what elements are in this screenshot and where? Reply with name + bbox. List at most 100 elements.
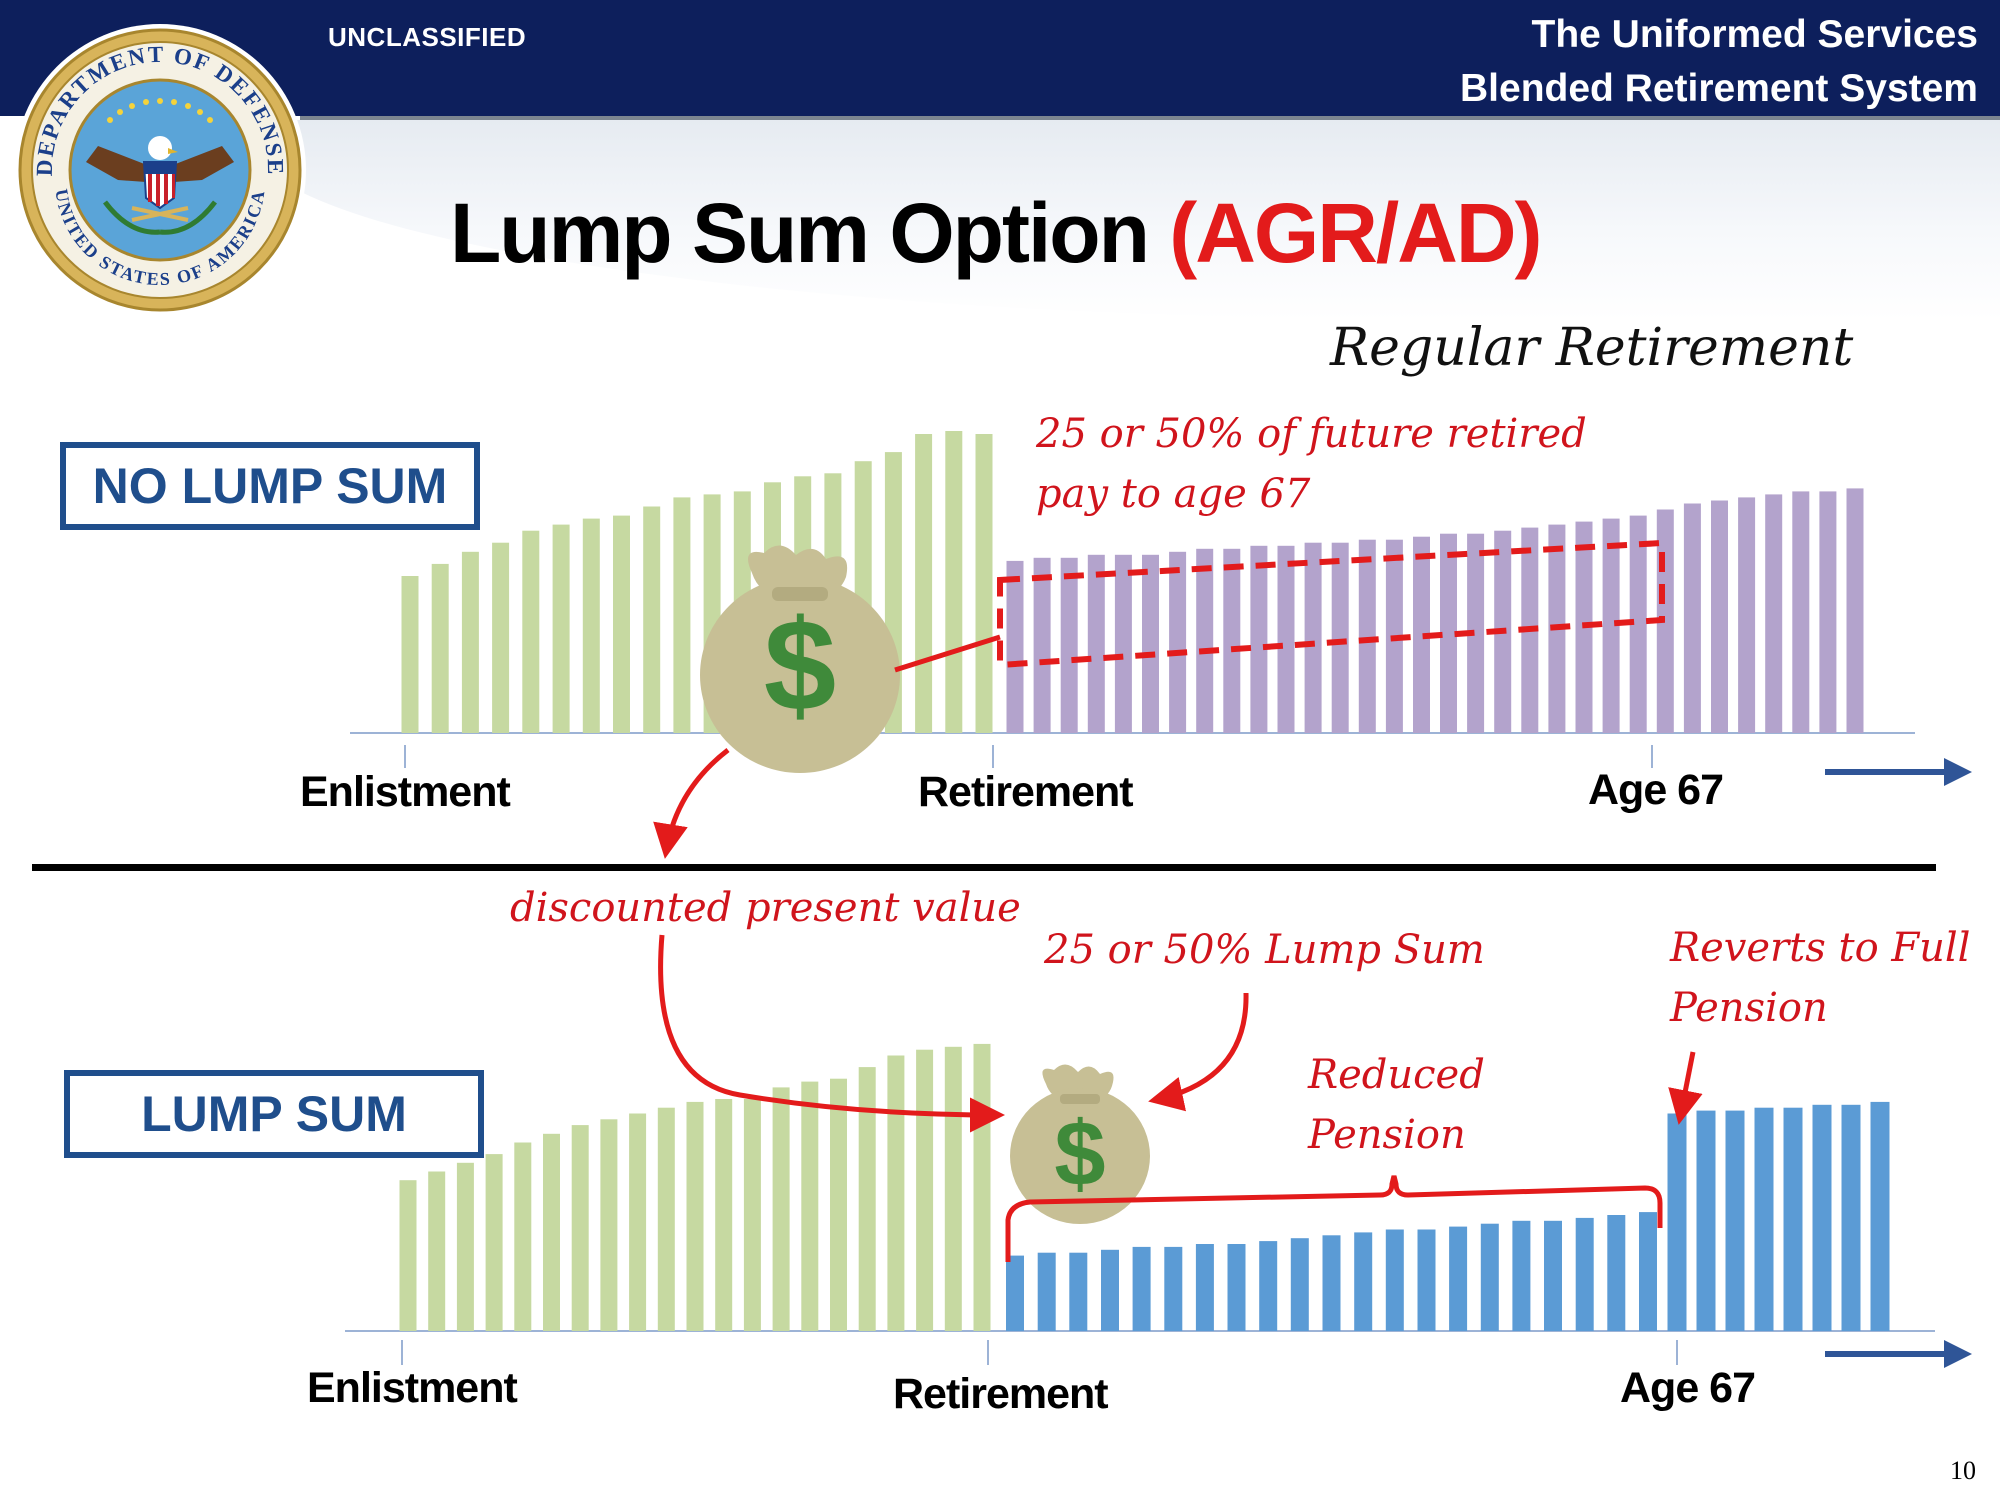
retired-pay-bar <box>1033 557 1051 733</box>
bottom-label-age67: Age 67 <box>1620 1364 1756 1412</box>
lump-sum-label: LUMP SUM <box>64 1070 484 1158</box>
lump-to-bag-arrow <box>1148 992 1249 1112</box>
service-bar <box>582 518 600 733</box>
future-pay-annotation: 25 or 50% of future retired pay to age 6… <box>1036 404 1587 524</box>
service-bar <box>915 434 933 733</box>
dpv-to-bag-arrow <box>658 934 1005 1133</box>
bottom-label-enlistment: Enlistment <box>307 1364 518 1412</box>
retired-pay-bar <box>1413 536 1430 733</box>
bottom-label-retirement: Retirement <box>893 1370 1109 1418</box>
reduced-pension-bar <box>1069 1252 1088 1331</box>
no-lump-sum-label: NO LUMP SUM <box>60 442 480 530</box>
full-pension-bar <box>1667 1113 1687 1331</box>
retired-pay-bar <box>1196 548 1214 733</box>
service-bar <box>830 1078 847 1331</box>
reverts-arrow <box>1668 1051 1703 1125</box>
reduced-pension-bar <box>1006 1255 1024 1331</box>
service-bar <box>543 1133 560 1331</box>
service-bar <box>686 1101 704 1331</box>
full-pension-bar <box>1754 1107 1774 1331</box>
service-bar <box>600 1119 618 1331</box>
money-bag-icon <box>700 545 900 773</box>
top-label-retirement: Retirement <box>918 768 1134 816</box>
service-bar <box>643 506 661 733</box>
system-title: The Uniformed Services Blended Retiremen… <box>1460 8 1978 116</box>
retired-pay-bar <box>1277 545 1295 733</box>
reduced-pension-bar <box>1132 1246 1151 1331</box>
system-title-line2: Blended Retirement System <box>1460 67 1978 110</box>
header-stripe <box>300 116 2000 122</box>
reduced-pension-annotation: Reduced Pension <box>1308 1045 1485 1165</box>
service-bar <box>461 551 479 733</box>
reduced-pension-bar <box>1639 1212 1657 1331</box>
money-bag-icon <box>1010 1064 1150 1224</box>
retired-pay-bar <box>1738 497 1756 733</box>
service-bar <box>428 1171 446 1331</box>
reverts-line1: Reverts to Full <box>1670 925 1971 971</box>
reduced-pension-bar <box>1290 1238 1309 1331</box>
slide-subtitle: Regular Retirement <box>1330 318 1854 378</box>
reduced-pension-bar <box>1575 1217 1594 1331</box>
retired-pay-bar <box>1792 491 1810 733</box>
retired-pay-bar <box>1467 533 1485 733</box>
reduced-pension-bar <box>1449 1226 1468 1331</box>
reduced-pension-bracket <box>1005 1175 1663 1262</box>
reverts-annotation: Reverts to Full Pension <box>1670 918 1970 1038</box>
service-bar <box>673 497 691 733</box>
bag-connector-line <box>894 634 1001 673</box>
service-bar <box>514 1142 532 1331</box>
full-pension-bar <box>1783 1107 1803 1331</box>
retired-pay-bar <box>1304 542 1322 733</box>
system-title-line1: The Uniformed Services <box>1531 13 1978 56</box>
retired-pay-bar <box>1440 533 1457 733</box>
reduced-pension-bar <box>1037 1252 1056 1331</box>
reduced-pension-bar <box>1607 1215 1626 1331</box>
service-bar <box>657 1107 675 1331</box>
retired-pay-bar <box>1250 545 1268 733</box>
service-bar <box>552 524 570 733</box>
retired-pay-bar <box>1114 554 1132 733</box>
future-pay-highlight <box>997 539 1665 669</box>
retired-pay-bar <box>1223 548 1241 733</box>
service-bar <box>944 1046 962 1331</box>
reduced-pension-bar <box>1480 1223 1499 1331</box>
arrows-icon <box>131 206 189 222</box>
lump-sum-annotation: 25 or 50% Lump Sum <box>1044 927 1485 973</box>
retired-pay-bar <box>1358 539 1376 733</box>
service-bar <box>456 1162 474 1331</box>
retired-pay-bar <box>1006 560 1024 733</box>
slide-title: Lump Sum Option (AGR/AD) <box>450 185 1543 282</box>
reduced-pension-line1: Reduced <box>1308 1052 1485 1098</box>
future-pay-line1: 25 or 50% of future retired <box>1036 411 1587 457</box>
eagle-icon <box>86 136 234 210</box>
service-bar <box>916 1049 934 1331</box>
retired-pay-bar <box>1060 557 1078 733</box>
service-bar <box>522 530 540 733</box>
classification-label: UNCLASSIFIED <box>328 22 527 52</box>
reduced-pension-bar <box>1227 1244 1246 1331</box>
reduced-pension-line2: Pension <box>1308 1112 1466 1158</box>
service-bar <box>629 1113 647 1331</box>
dpv-annotation: discounted present value <box>510 885 1021 931</box>
reduced-pension-bar <box>1259 1241 1278 1331</box>
retired-pay-bar <box>1602 518 1620 733</box>
section-divider <box>32 864 1936 871</box>
service-bar <box>485 1154 503 1331</box>
service-bar <box>401 576 419 733</box>
top-label-enlistment: Enlistment <box>300 768 511 816</box>
reduced-pension-bar <box>1544 1220 1562 1331</box>
reverts-line2: Pension <box>1670 985 1828 1031</box>
reduced-pension-bar <box>1164 1246 1183 1331</box>
service-bar <box>492 542 510 733</box>
future-pay-line2: pay to age 67 <box>1036 471 1311 517</box>
service-bar <box>571 1125 589 1331</box>
arrow-right-icon <box>1825 758 1972 786</box>
full-pension-bar <box>1725 1110 1745 1331</box>
bottom-bar-chart <box>399 1043 1890 1331</box>
reduced-pension-bar <box>1354 1232 1373 1331</box>
retired-pay-bar <box>1819 491 1837 733</box>
service-bar <box>715 1099 733 1331</box>
service-bar <box>399 1180 417 1331</box>
star-ring <box>107 98 213 123</box>
title-main: Lump Sum Option <box>450 186 1150 280</box>
